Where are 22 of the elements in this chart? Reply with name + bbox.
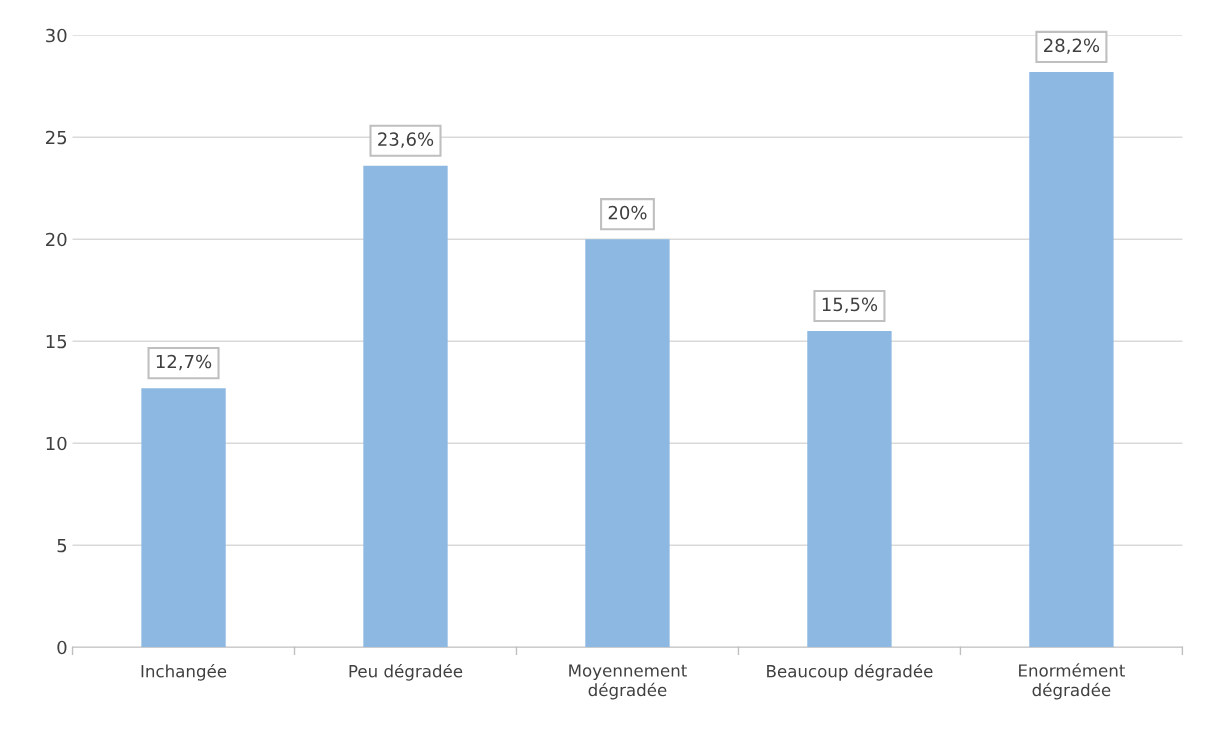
x-tick-label: Peu dégradée — [349, 663, 463, 681]
bar — [1029, 71, 1114, 648]
data-label: 20% — [608, 205, 647, 220]
y-tick-label: 20 — [46, 232, 67, 247]
x-tick-label: Moyennement dégradée — [569, 664, 687, 700]
x-tick-label: Enormément dégradée — [1019, 663, 1125, 700]
x-tick-label: Inchangée — [141, 663, 227, 681]
data-label: 23,6% — [378, 132, 434, 148]
bar — [585, 239, 670, 648]
y-tick-label: 10 — [46, 436, 67, 451]
bar — [363, 165, 448, 648]
y-tick-label: 0 — [57, 640, 67, 655]
y-tick-label: 25 — [46, 130, 67, 145]
data-label: 28,2% — [1044, 38, 1100, 54]
y-tick-label: 5 — [57, 538, 67, 553]
x-tick-label: Beaucoup dégradée — [767, 663, 933, 681]
y-tick-label: 15 — [46, 334, 67, 349]
data-label: 15,5% — [822, 297, 878, 314]
bar — [807, 331, 892, 648]
y-tick-label: 30 — [46, 28, 67, 43]
data-label: 12,7% — [156, 354, 212, 371]
bar — [141, 388, 226, 648]
